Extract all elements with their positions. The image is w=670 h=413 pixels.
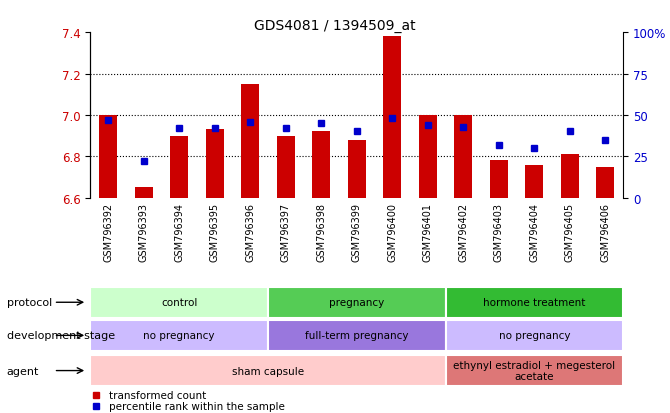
Text: GSM796406: GSM796406 <box>600 203 610 261</box>
Text: development stage: development stage <box>7 330 115 341</box>
Text: GSM796402: GSM796402 <box>458 203 468 261</box>
Bar <box>596 167 614 198</box>
Bar <box>490 161 508 198</box>
Bar <box>99 116 117 198</box>
Bar <box>135 188 153 198</box>
Bar <box>268 320 446 351</box>
Bar <box>90 287 268 318</box>
Bar <box>525 165 543 198</box>
Text: GSM796399: GSM796399 <box>352 203 362 261</box>
Text: hormone treatment: hormone treatment <box>483 297 586 308</box>
Text: GSM796400: GSM796400 <box>387 203 397 261</box>
Text: GSM796392: GSM796392 <box>103 203 113 261</box>
Bar <box>446 320 623 351</box>
Bar <box>241 85 259 198</box>
Bar <box>277 136 295 198</box>
Bar <box>268 287 446 318</box>
Text: GSM796398: GSM796398 <box>316 203 326 261</box>
Text: GSM796395: GSM796395 <box>210 203 220 261</box>
Bar <box>90 355 446 386</box>
Text: percentile rank within the sample: percentile rank within the sample <box>109 401 285 411</box>
Bar <box>206 130 224 198</box>
Text: no pregnancy: no pregnancy <box>498 330 570 341</box>
Text: pregnancy: pregnancy <box>329 297 385 308</box>
Text: GSM796397: GSM796397 <box>281 203 291 261</box>
Text: GSM796404: GSM796404 <box>529 203 539 261</box>
Text: GDS4081 / 1394509_at: GDS4081 / 1394509_at <box>254 19 416 33</box>
Bar <box>446 287 623 318</box>
Text: control: control <box>161 297 198 308</box>
Text: GSM796401: GSM796401 <box>423 203 433 261</box>
Bar <box>383 37 401 198</box>
Bar <box>170 136 188 198</box>
Text: full-term pregnancy: full-term pregnancy <box>305 330 409 341</box>
Text: transformed count: transformed count <box>109 390 206 400</box>
Text: protocol: protocol <box>7 297 52 308</box>
Bar <box>348 140 366 198</box>
Text: GSM796394: GSM796394 <box>174 203 184 261</box>
Bar <box>419 116 437 198</box>
Text: no pregnancy: no pregnancy <box>143 330 215 341</box>
Bar <box>561 155 579 198</box>
Bar <box>454 116 472 198</box>
Text: GSM796405: GSM796405 <box>565 203 575 261</box>
Bar <box>312 132 330 198</box>
Text: GSM796403: GSM796403 <box>494 203 504 261</box>
Bar <box>90 320 268 351</box>
Bar <box>446 355 623 386</box>
Text: GSM796393: GSM796393 <box>139 203 149 261</box>
Text: ethynyl estradiol + megesterol
acetate: ethynyl estradiol + megesterol acetate <box>454 360 615 382</box>
Text: agent: agent <box>7 366 39 376</box>
Text: GSM796396: GSM796396 <box>245 203 255 261</box>
Text: sham capsule: sham capsule <box>232 366 304 376</box>
